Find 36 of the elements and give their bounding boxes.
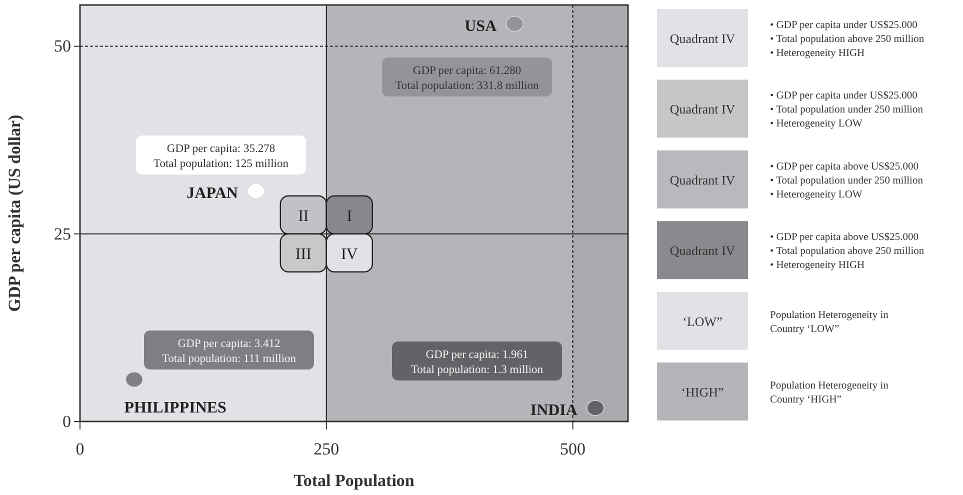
y-tick-label: 50 <box>54 36 71 56</box>
point <box>125 372 144 388</box>
annotation: II <box>298 208 309 225</box>
annotation: GDP per capita: 35.278 Total population: 125 million <box>154 143 289 170</box>
annotation: GDP per capita: 3.412 Total population: 111 million <box>162 338 296 365</box>
text: • GDP per capita above US$25.000 • Total population under 250 million • Heterogeneity LOW <box>770 161 924 200</box>
series-label: USA <box>464 18 498 35</box>
series-label: PHILIPPINES <box>124 399 227 416</box>
annotation: GDP per capita: 61.280 Total population: 331.8 million <box>395 65 540 92</box>
series-label: JAPAN <box>186 185 238 202</box>
category-label: Quadrant IV <box>670 172 736 188</box>
x-tick-label: 250 <box>314 440 340 459</box>
series-label: INDIA <box>530 402 578 419</box>
text: • GDP per capita under US$25.000 • Total population above 250 million • Heterogeneity HIGH <box>770 20 925 59</box>
category-label: Quadrant IV <box>670 31 736 46</box>
text: Population Heterogeneity in Country ‘LOW” <box>770 310 890 335</box>
y-tick-label: 25 <box>54 224 71 244</box>
point <box>247 183 265 200</box>
x-axis-title: Total Population <box>294 471 415 490</box>
category-label: Quadrant IV <box>670 243 736 258</box>
text: • GDP per capita under US$25.000 • Total population under 250 million • Heterogeneity LOW <box>770 90 924 130</box>
point <box>506 16 524 32</box>
annotation: IV <box>340 246 358 263</box>
point <box>586 400 604 416</box>
text: Population Heterogeneity in Country ‘HIGH” <box>770 380 890 406</box>
y-tick-label: 0 <box>62 412 71 431</box>
annotation: III <box>295 246 312 263</box>
annotation: GDP per capita: 1.961 Total population: 1.3 million <box>410 349 544 376</box>
x-tick-label: 0 <box>76 440 84 459</box>
category-label: Quadrant IV <box>670 102 736 117</box>
text: • GDP per capita above US$25.000 • Total population above 250 million • Heterogeneity HIGH <box>770 232 925 272</box>
category-label: ‘LOW” <box>682 314 723 329</box>
annotation: I <box>346 208 352 225</box>
y-axis-title: GDP per capita (US dollar) <box>5 114 24 312</box>
x-tick-label: 500 <box>560 440 586 459</box>
category-label: ‘HIGH” <box>681 384 724 400</box>
